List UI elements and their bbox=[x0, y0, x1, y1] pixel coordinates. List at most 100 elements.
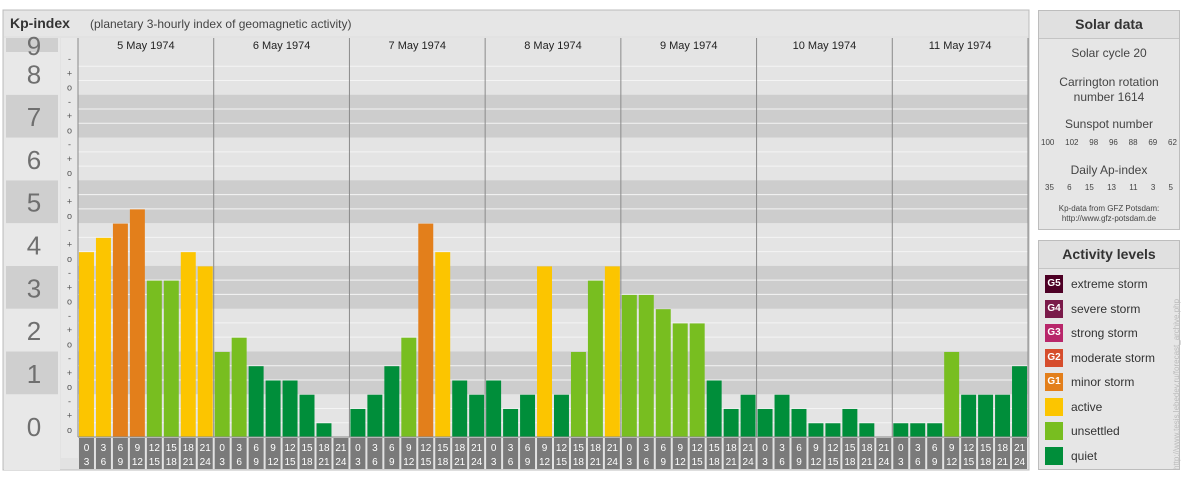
interval-start-label: 12 bbox=[692, 443, 704, 454]
interval-end-label: 21 bbox=[318, 457, 330, 468]
interval-cell bbox=[604, 438, 620, 469]
interval-start-label: 6 bbox=[118, 443, 124, 454]
kp-bar bbox=[587, 280, 603, 437]
day-label: 5 May 1974 bbox=[117, 40, 174, 52]
kp-bar bbox=[435, 252, 451, 437]
minor-tick-mark: - bbox=[68, 225, 71, 235]
kp-bar bbox=[95, 237, 111, 437]
interval-end-label: 15 bbox=[556, 457, 568, 468]
kp-bar bbox=[655, 309, 671, 437]
interval-start-label: 12 bbox=[420, 443, 432, 454]
interval-end-label: 21 bbox=[454, 457, 466, 468]
kp-bar bbox=[486, 380, 502, 437]
interval-cell bbox=[112, 438, 128, 469]
kp-bar bbox=[672, 323, 688, 437]
sunspot-label: Sunspot number bbox=[1064, 117, 1154, 131]
interval-start-label: 6 bbox=[932, 443, 938, 454]
kp-bar bbox=[723, 408, 739, 437]
kp-bar bbox=[350, 408, 366, 437]
interval-start-label: 12 bbox=[556, 443, 568, 454]
interval-start-label: 21 bbox=[607, 443, 619, 454]
interval-end-label: 15 bbox=[149, 457, 161, 468]
y-label-cell bbox=[6, 52, 58, 95]
kp-bar bbox=[469, 394, 485, 437]
legend-label: extreme storm bbox=[1071, 277, 1148, 291]
interval-cell bbox=[316, 438, 332, 469]
interval-end-label: 24 bbox=[607, 457, 619, 468]
interval-end-label: 18 bbox=[166, 457, 178, 468]
solar-cycle: Solar cycle 20 bbox=[1071, 46, 1147, 60]
interval-end-label: 3 bbox=[84, 457, 90, 468]
interval-end-label: 12 bbox=[675, 457, 687, 468]
interval-start-label: 15 bbox=[844, 443, 856, 454]
interval-start-label: 9 bbox=[135, 443, 141, 454]
source-link[interactable]: http://www.gfz-potsdam.de bbox=[1061, 214, 1157, 223]
legend-item: unsettled bbox=[1045, 421, 1120, 441]
interval-end-label: 21 bbox=[861, 457, 873, 468]
interval-cell bbox=[876, 438, 892, 469]
minor-tick-mark: o bbox=[67, 125, 72, 135]
minor-tick-mark: + bbox=[67, 68, 72, 78]
minor-tick-mark: o bbox=[67, 168, 72, 178]
minor-tick-mark: + bbox=[67, 411, 72, 421]
interval-end-label: 24 bbox=[335, 457, 347, 468]
kp-bar bbox=[570, 351, 586, 437]
interval-end-label: 24 bbox=[200, 457, 212, 468]
interval-start-label: 15 bbox=[573, 443, 585, 454]
minor-tick-mark: + bbox=[67, 197, 72, 207]
interval-end-label: 21 bbox=[726, 457, 738, 468]
interval-start-label: 6 bbox=[389, 443, 395, 454]
legend-swatch: G3 bbox=[1045, 324, 1063, 342]
kp-bar bbox=[367, 394, 383, 437]
interval-end-label: 15 bbox=[692, 457, 704, 468]
interval-start-label: 9 bbox=[270, 443, 276, 454]
interval-start-label: 3 bbox=[644, 443, 650, 454]
legend-item: quiet bbox=[1045, 446, 1097, 466]
minor-tick-mark: o bbox=[67, 382, 72, 392]
chart-title: Kp-index bbox=[10, 15, 70, 31]
interval-start-label: 15 bbox=[301, 443, 313, 454]
interval-cell bbox=[910, 438, 926, 469]
legend-swatch bbox=[1045, 397, 1063, 416]
chart-subtitle: (planetary 3-hourly index of geomagnetic… bbox=[90, 17, 351, 31]
legend-swatch bbox=[1045, 422, 1063, 440]
minor-tick-mark: - bbox=[68, 54, 71, 64]
interval-end-label: 12 bbox=[403, 457, 415, 468]
interval-start-label: 15 bbox=[166, 443, 178, 454]
kp-bar bbox=[129, 209, 145, 437]
minor-tick-mark: o bbox=[67, 211, 72, 221]
interval-cell bbox=[418, 438, 434, 469]
y-tick-label: 3 bbox=[27, 273, 41, 303]
interval-start-label: 0 bbox=[762, 443, 768, 454]
interval-end-label: 3 bbox=[762, 457, 768, 468]
interval-start-label: 6 bbox=[796, 443, 802, 454]
interval-cell bbox=[197, 438, 213, 469]
interval-start-label: 9 bbox=[406, 443, 412, 454]
y-label-cell bbox=[6, 308, 58, 352]
interval-cell bbox=[774, 438, 790, 469]
sunspot-numbers: 100 102 98 96 88 69 62 bbox=[1041, 138, 1177, 147]
interval-end-label: 12 bbox=[539, 457, 551, 468]
interval-start-label: 6 bbox=[253, 443, 259, 454]
kp-bar bbox=[808, 423, 824, 437]
minor-tick-mark: o bbox=[67, 297, 72, 307]
legend-swatch: G4 bbox=[1045, 299, 1063, 318]
interval-cell bbox=[333, 438, 349, 469]
solar-data-title: Solar data bbox=[1039, 11, 1179, 39]
interval-end-label: 9 bbox=[796, 457, 802, 468]
interval-cell bbox=[146, 438, 162, 469]
minor-tick-mark: - bbox=[68, 311, 71, 321]
interval-cell bbox=[503, 438, 519, 469]
interval-cell bbox=[129, 438, 145, 469]
interval-cell bbox=[808, 438, 824, 469]
interval-cell bbox=[486, 438, 502, 469]
interval-cell bbox=[706, 438, 722, 469]
interval-start-label: 21 bbox=[743, 443, 755, 454]
y-label-cell bbox=[6, 38, 58, 52]
interval-start-label: 21 bbox=[200, 443, 212, 454]
kp-band bbox=[78, 180, 1028, 224]
y-tick-label: 1 bbox=[27, 359, 41, 389]
kp-bar bbox=[316, 423, 332, 437]
interval-start-label: 0 bbox=[219, 443, 225, 454]
minor-tick-mark: + bbox=[67, 368, 72, 378]
